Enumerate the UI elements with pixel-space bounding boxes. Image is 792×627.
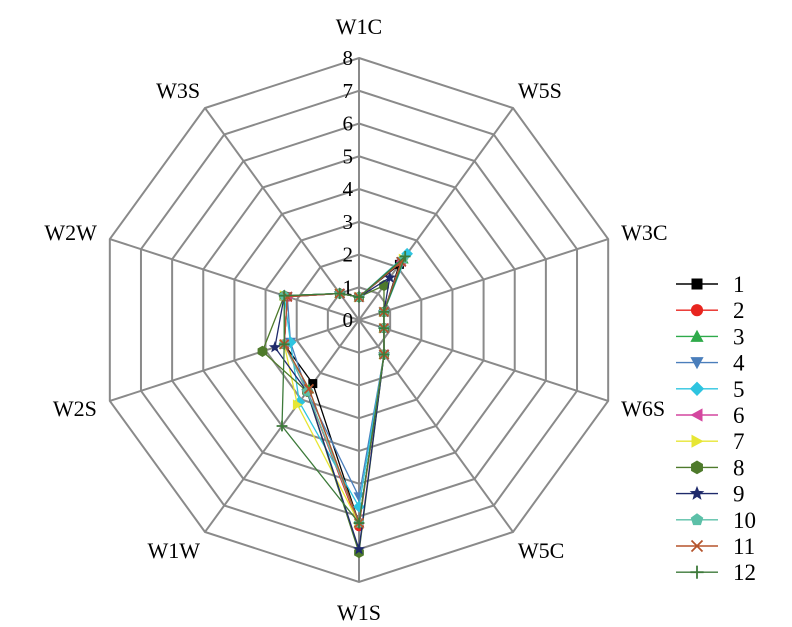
legend-marker-2: [690, 304, 704, 317]
series-5-point-W5S: [401, 247, 413, 260]
series-line-8: [261, 284, 385, 553]
series-8-point-W2S: [257, 345, 268, 357]
legend-item-8: 8: [676, 455, 745, 480]
series-11-point-W1W: [303, 383, 315, 395]
series-12-point-W1S: [353, 517, 365, 529]
series-12-point-W5C: [378, 349, 390, 360]
legend-item-9: 9: [676, 482, 745, 507]
series-7-point-W1W: [292, 399, 303, 411]
legend-label-9: 9: [733, 482, 745, 507]
tick-label-6: 6: [343, 112, 354, 136]
legend-marker-9: [689, 485, 705, 500]
legend-marker-11: [690, 539, 704, 553]
legend-label-4: 4: [733, 351, 745, 376]
legend-marker-1: [691, 278, 703, 290]
legend-label-2: 2: [733, 298, 745, 323]
series-12-point-W5S: [399, 251, 411, 262]
legend-marker-5: [689, 381, 705, 396]
legend-marker-12: [690, 565, 704, 579]
tick-label-1: 1: [343, 275, 354, 299]
series-5-point-W1W: [293, 396, 306, 408]
legend-label-8: 8: [733, 455, 745, 480]
tick-label-3: 3: [343, 210, 354, 234]
legend-label-11: 11: [733, 534, 755, 559]
series-line-1: [283, 262, 401, 524]
category-label-W1C: W1C: [336, 14, 382, 39]
legend-label-10: 10: [733, 508, 756, 533]
category-label-W5C: W5C: [518, 538, 564, 563]
series-layer: [257, 247, 413, 559]
series-9-point-W2S: [268, 341, 281, 353]
legend-item-10: 10: [676, 508, 756, 533]
category-label-W3S: W3S: [156, 78, 200, 103]
legend-item-12: 12: [676, 560, 756, 585]
legend-item-1: 1: [676, 272, 745, 297]
legend-item-3: 3: [676, 324, 745, 349]
series-4-point-W1S: [353, 492, 365, 503]
category-label-W1S: W1S: [337, 600, 381, 625]
category-label-W3C: W3C: [621, 220, 667, 245]
series-12-point-W1C: [353, 291, 365, 303]
tick-label-8: 8: [343, 46, 354, 70]
spoke-W6S: [358, 319, 609, 402]
tick-label-0: 0: [343, 308, 354, 332]
legend-item-6: 6: [676, 403, 745, 428]
radial-tick-labels: 0 1 2 3 4 5 6 7 8: [343, 46, 354, 332]
tick-label-7: 7: [343, 79, 354, 103]
series-1-point-W1W: [308, 379, 318, 389]
category-label-W1W: W1W: [148, 538, 201, 563]
legend-item-11: 11: [676, 534, 755, 559]
series-12-point-W3S: [334, 288, 346, 299]
radar-grid: [108, 56, 610, 584]
series-12-point-W2S: [278, 338, 290, 350]
legend-label-12: 12: [733, 560, 756, 585]
tick-label-2: 2: [343, 243, 354, 267]
legend-item-7: 7: [676, 429, 745, 454]
series-9-point-W1S: [353, 542, 365, 555]
series-12-point-W6S: [378, 322, 390, 334]
category-label-W5S: W5S: [518, 78, 562, 103]
category-label-W6S: W6S: [621, 396, 665, 421]
spoke-W2W: [109, 238, 360, 321]
spoke-W3S: [204, 107, 360, 321]
series-12-point-W3C: [378, 306, 390, 318]
tick-label-4: 4: [343, 177, 354, 201]
series-12-point-W1W: [276, 420, 288, 432]
category-labels: W1C W5S W3C W6S W5C W1S W1W W2S W2W W3S: [44, 14, 667, 625]
spoke-W3C: [358, 238, 609, 321]
series-9-point-W5S: [383, 271, 396, 283]
legend-marker-8: [691, 460, 703, 475]
legend-label-7: 7: [733, 429, 745, 454]
legend-label-1: 1: [733, 272, 745, 297]
legend-item-2: 2: [676, 298, 745, 323]
legend-marker-7: [691, 434, 704, 448]
series-12: [276, 251, 411, 529]
legend-item-4: 4: [676, 351, 745, 376]
spoke-W2S: [109, 319, 360, 402]
legend-marker-6: [690, 408, 703, 422]
category-label-W2W: W2W: [44, 220, 97, 245]
legend-label-3: 3: [733, 324, 745, 349]
category-label-W2S: W2S: [53, 396, 97, 421]
legend-marker-3: [690, 329, 704, 342]
legend-marker-4: [690, 357, 704, 370]
tick-label-5: 5: [343, 144, 354, 168]
legend-item-5: 5: [676, 377, 745, 402]
series-12-point-W2W: [278, 290, 290, 302]
legend-label-6: 6: [733, 403, 745, 428]
legend-marker-10: [690, 513, 704, 526]
legend-label-5: 5: [733, 377, 745, 402]
